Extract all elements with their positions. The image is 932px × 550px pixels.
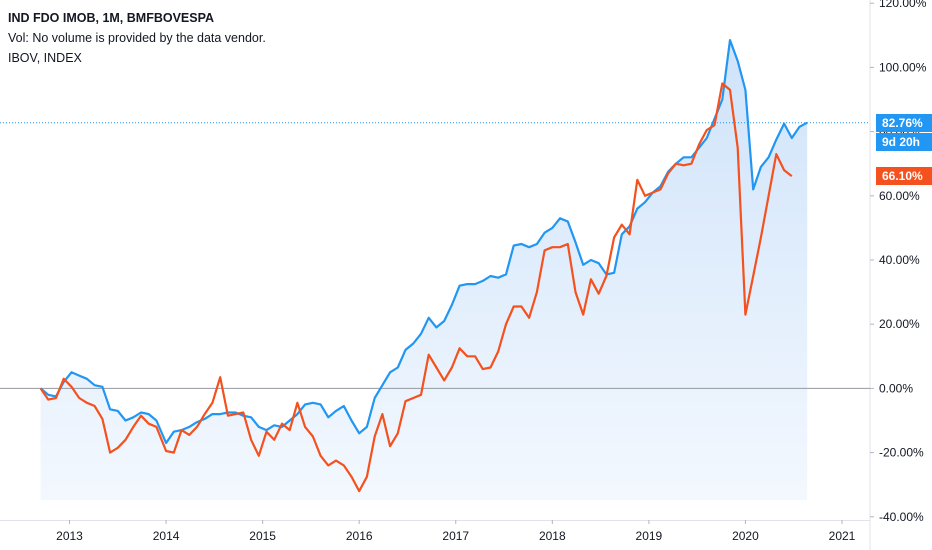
x-tick-label: 2017 — [442, 529, 469, 543]
y-tick-label: 40.00% — [879, 253, 920, 267]
chart-legend: IND FDO IMOB, 1M, BMFBOVESPA Vol: No vol… — [8, 8, 266, 68]
x-tick-label: 2013 — [56, 529, 83, 543]
volume-note: Vol: No volume is provided by the data v… — [8, 31, 266, 45]
y-tick-label: 0.00% — [879, 381, 913, 395]
bar-countdown-badge: 9d 20h — [876, 132, 932, 151]
x-tick-label: 2016 — [346, 529, 373, 543]
last-value-badge-blue: 82.76% — [876, 113, 932, 132]
y-tick-label: -20.00% — [879, 446, 924, 460]
x-tick-label: 2015 — [249, 529, 276, 543]
symbol-title[interactable]: IND FDO IMOB, 1M, BMFBOVESPA — [8, 11, 215, 25]
y-tick-label: 100.00% — [879, 60, 927, 74]
x-tick-label: 2020 — [732, 529, 759, 543]
compare-symbol-label[interactable]: IBOV, INDEX — [8, 51, 82, 65]
series-line-0[interactable] — [39, 39, 808, 445]
x-tick-label: 2018 — [539, 529, 566, 543]
y-tick-label: 120.00% — [879, 0, 927, 10]
series-area-0 — [40, 40, 808, 500]
last-value-badge-red: 66.10% — [876, 167, 932, 186]
y-tick-label: 20.00% — [879, 317, 920, 331]
x-tick-label: 2014 — [153, 529, 180, 543]
y-tick-label: -40.00% — [879, 510, 924, 524]
y-tick-label: 60.00% — [879, 189, 920, 203]
x-tick-label: 2019 — [636, 529, 663, 543]
x-tick-label: 2021 — [829, 529, 856, 543]
series-line-1[interactable] — [39, 82, 793, 493]
